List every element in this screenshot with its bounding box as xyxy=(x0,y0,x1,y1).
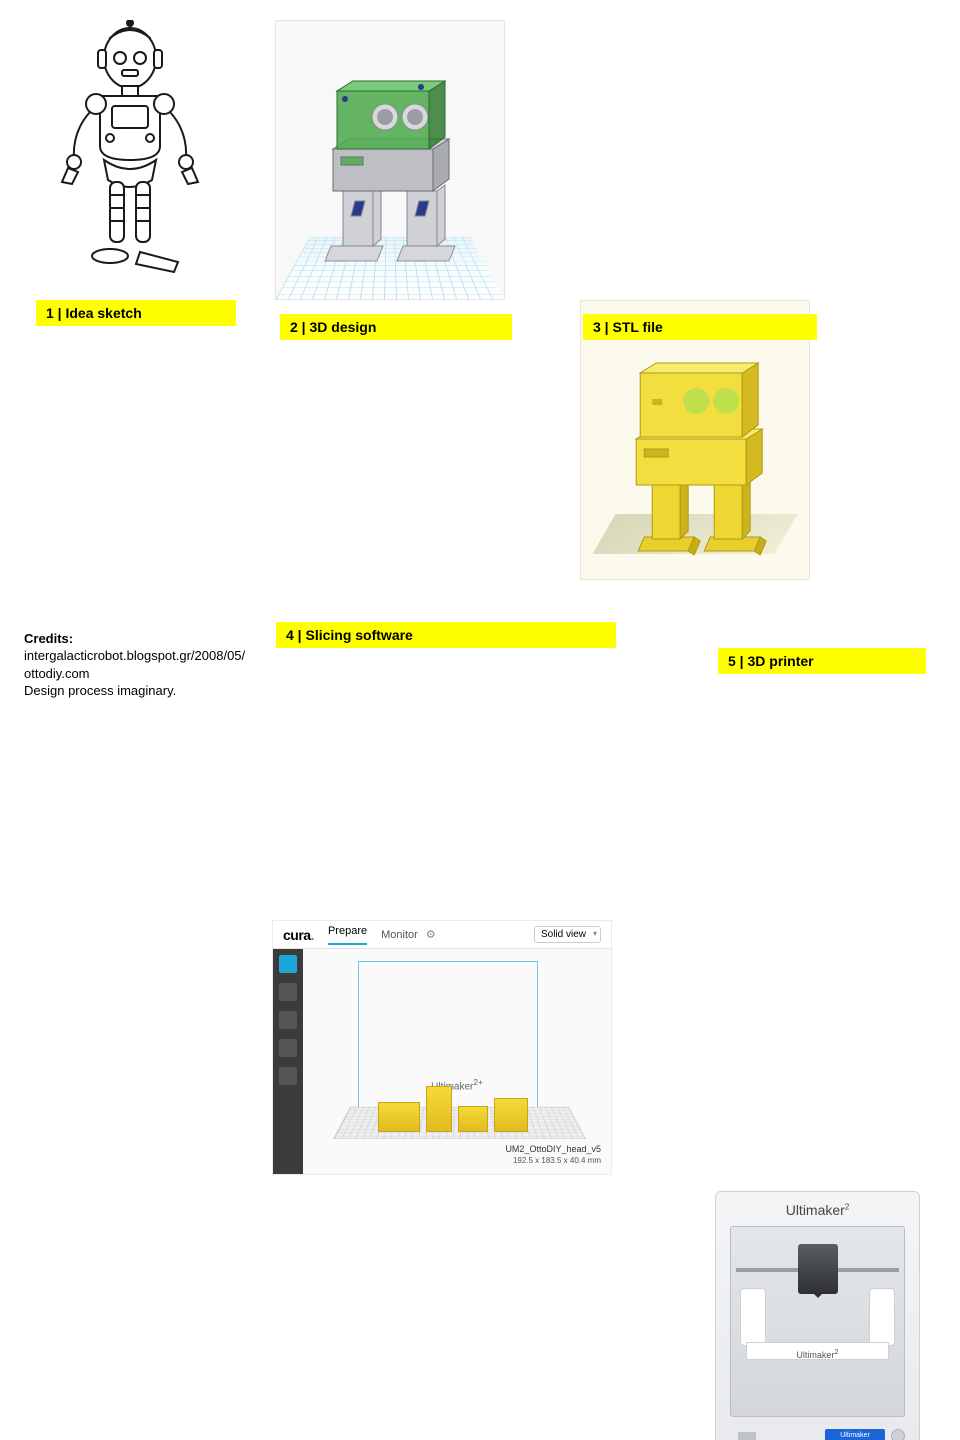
cura-logo: cura. xyxy=(283,927,314,943)
bed-label-sup: 2 xyxy=(834,1347,838,1356)
cura-topbar: cura. Prepare Monitor ⚙ Solid view xyxy=(273,921,611,949)
sliced-parts xyxy=(378,1086,528,1132)
printer-brand: Ultimaker2 xyxy=(716,1202,919,1218)
tab-monitor[interactable]: Monitor xyxy=(381,929,418,941)
robot-3d-model xyxy=(315,61,465,271)
model-filename: UM2_OttoDIY_head_v5 xyxy=(505,1144,601,1156)
gear-icon[interactable]: ⚙ xyxy=(426,928,436,941)
printer-bed-label: Ultimaker2 xyxy=(746,1342,889,1360)
tab-prepare[interactable]: Prepare xyxy=(328,925,367,945)
caption-3: 3 | STL file xyxy=(583,314,817,340)
tool-scale-icon[interactable] xyxy=(279,983,297,1001)
printer-knob[interactable] xyxy=(891,1429,905,1440)
tool-settings-icon[interactable] xyxy=(279,1067,297,1085)
model-dimensions: 192.5 x 183.5 x 40.4 mm xyxy=(505,1156,601,1166)
caption-2: 2 | 3D design xyxy=(280,314,512,340)
cura-stage: Ultimaker2+ UM2_OttoDIY_head_v5 192.5 x … xyxy=(303,949,611,1174)
tool-rotate-icon[interactable] xyxy=(279,1011,297,1029)
tool-move-icon[interactable] xyxy=(279,955,297,973)
panel-stl-file xyxy=(580,300,810,580)
cura-sidebar xyxy=(273,949,303,1174)
part-4 xyxy=(494,1098,528,1132)
cura-logo-dot: . xyxy=(311,927,314,943)
panel-3d-printer: Ultimaker2 Ultimaker2 Ultimaker xyxy=(715,1191,920,1440)
spool-right xyxy=(869,1288,895,1346)
printer-footer: Ultimaker xyxy=(730,1425,905,1440)
credits-line-1: intergalacticrobot.blogspot.gr/2008/05/ xyxy=(24,647,245,665)
credits-line-3: Design process imaginary. xyxy=(24,682,245,700)
credits-line-2: ottodiy.com xyxy=(24,665,245,683)
part-1 xyxy=(378,1102,420,1132)
credits-title: Credits: xyxy=(24,630,245,648)
printer-brand-text: Ultimaker xyxy=(786,1202,845,1218)
bed-label-text: Ultimaker xyxy=(796,1350,834,1360)
spool-left xyxy=(740,1288,766,1346)
sketch-illustration xyxy=(40,20,220,285)
caption-1: 1 | Idea sketch xyxy=(36,300,236,326)
tool-mirror-icon[interactable] xyxy=(279,1039,297,1057)
printer-body: Ultimaker2 Ultimaker2 Ultimaker xyxy=(715,1191,920,1440)
printer-lcd: Ultimaker xyxy=(825,1429,885,1440)
model-meta: UM2_OttoDIY_head_v5 192.5 x 183.5 x 40.4… xyxy=(505,1144,601,1166)
credits-block: Credits: intergalacticrobot.blogspot.gr/… xyxy=(24,630,245,700)
caption-5: 5 | 3D printer xyxy=(718,648,926,674)
view-mode-dropdown[interactable]: Solid view xyxy=(534,926,601,943)
cura-logo-text: cura xyxy=(283,927,311,943)
panel-3d-design xyxy=(275,20,505,300)
panel-slicing-software: cura. Prepare Monitor ⚙ Solid view Ultim… xyxy=(272,920,612,1175)
caption-4: 4 | Slicing software xyxy=(276,622,616,648)
robot-stl-model xyxy=(618,339,778,559)
printer-head xyxy=(798,1244,838,1294)
panel-idea-sketch xyxy=(40,20,220,285)
printer-brand-sup: 2 xyxy=(845,1202,849,1211)
part-3 xyxy=(458,1106,488,1132)
part-2 xyxy=(426,1086,452,1132)
